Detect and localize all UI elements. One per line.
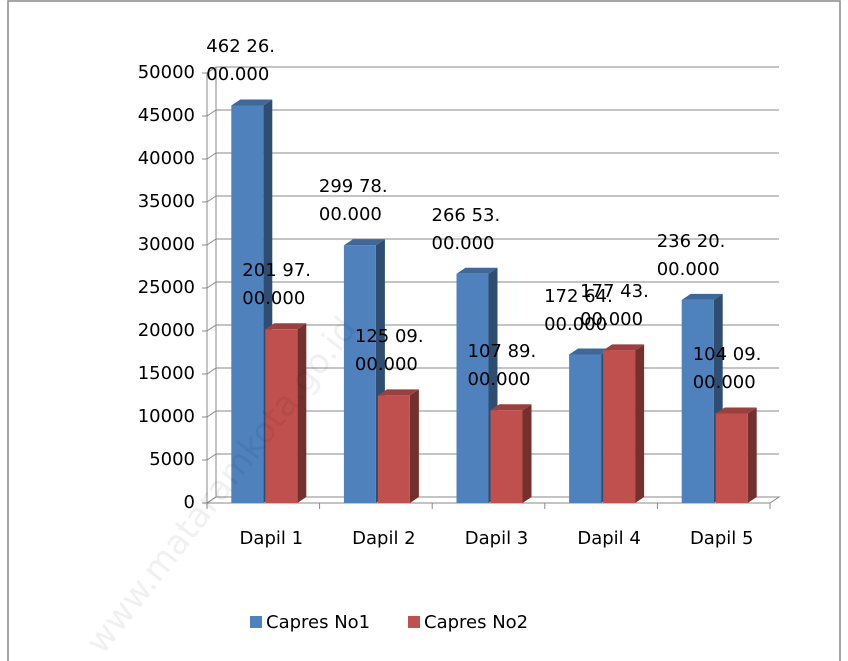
bar-front [456, 273, 489, 503]
bar-top [265, 323, 307, 330]
value-label: 236 20. 00.000 [656, 230, 726, 280]
bar-front [343, 245, 376, 503]
y-tick-label: 15000 [138, 363, 195, 384]
legend-label: Capres No2 [424, 612, 528, 633]
y-tick-label: 50000 [138, 62, 195, 83]
grid-line [206, 109, 779, 117]
y-tick-label: 10000 [138, 406, 195, 427]
x-tick-label: Dapil 2 [352, 528, 416, 549]
bar-side [409, 389, 419, 503]
value-label: 104 09. 00.000 [692, 344, 762, 394]
grid-line [206, 66, 779, 74]
x-tick-label: Dapil 5 [690, 528, 754, 549]
bar-top [569, 348, 611, 355]
bar-top [456, 267, 498, 274]
bar-front [265, 329, 298, 503]
grid-line [206, 152, 779, 160]
bar-front [603, 350, 636, 503]
grid-line [206, 281, 779, 289]
y-tick-label: 25000 [138, 277, 195, 298]
y-tick-label: 20000 [138, 320, 195, 341]
value-label: 177 43. 00.000 [580, 281, 649, 331]
bar-front [569, 354, 602, 503]
y-tick-label: 35000 [138, 191, 195, 212]
value-label: 266 53. 00.000 [431, 204, 501, 254]
x-tick-label: Dapil 3 [465, 528, 529, 549]
y-tick-label: 0 [184, 492, 195, 513]
grid-line [206, 324, 779, 332]
bar [715, 407, 757, 503]
frame [7, 0, 841, 661]
bar-top [343, 239, 385, 246]
bar-front [681, 299, 714, 503]
watermark: www.mataramkota.go.id [78, 310, 365, 661]
x-tick-label: Dapil 4 [577, 528, 641, 549]
legend-swatch [250, 616, 262, 628]
bar-front [377, 395, 410, 503]
value-label: 299 78. 00.000 [318, 176, 388, 226]
bar [490, 404, 532, 503]
bar-top [715, 407, 757, 414]
bar-top [490, 404, 532, 411]
y-tick-label: 30000 [138, 234, 195, 255]
bar [265, 323, 307, 503]
legend-label: Capres No1 [266, 612, 370, 633]
value-label: 172 64. 00.000 [544, 285, 613, 335]
grid-line [206, 195, 779, 203]
y-tick-label: 40000 [138, 148, 195, 169]
y-tick-label: 45000 [138, 105, 195, 126]
bar-front [490, 410, 523, 503]
bar-front [231, 105, 264, 504]
value-label: 201 97. 00.000 [242, 260, 312, 310]
bar-top [603, 344, 645, 351]
bar-side [635, 344, 645, 503]
bar [377, 389, 419, 503]
bar-side [522, 404, 532, 503]
bar [343, 239, 385, 503]
bar-side [297, 323, 307, 503]
bar-top [377, 389, 419, 396]
bar-front [715, 413, 748, 503]
y-tick-label: 5000 [149, 449, 195, 470]
grid-line [206, 238, 779, 246]
bar-top [681, 293, 723, 300]
x-tick-label: Dapil 1 [240, 528, 304, 549]
legend-swatch [408, 616, 420, 628]
bar [603, 344, 645, 503]
value-label: 462 26. 00.000 [206, 36, 276, 86]
value-label: 107 89. 00.000 [467, 341, 537, 391]
bar-top [231, 99, 273, 106]
value-label: 125 09. 00.000 [354, 326, 424, 376]
bar-side [747, 407, 757, 503]
